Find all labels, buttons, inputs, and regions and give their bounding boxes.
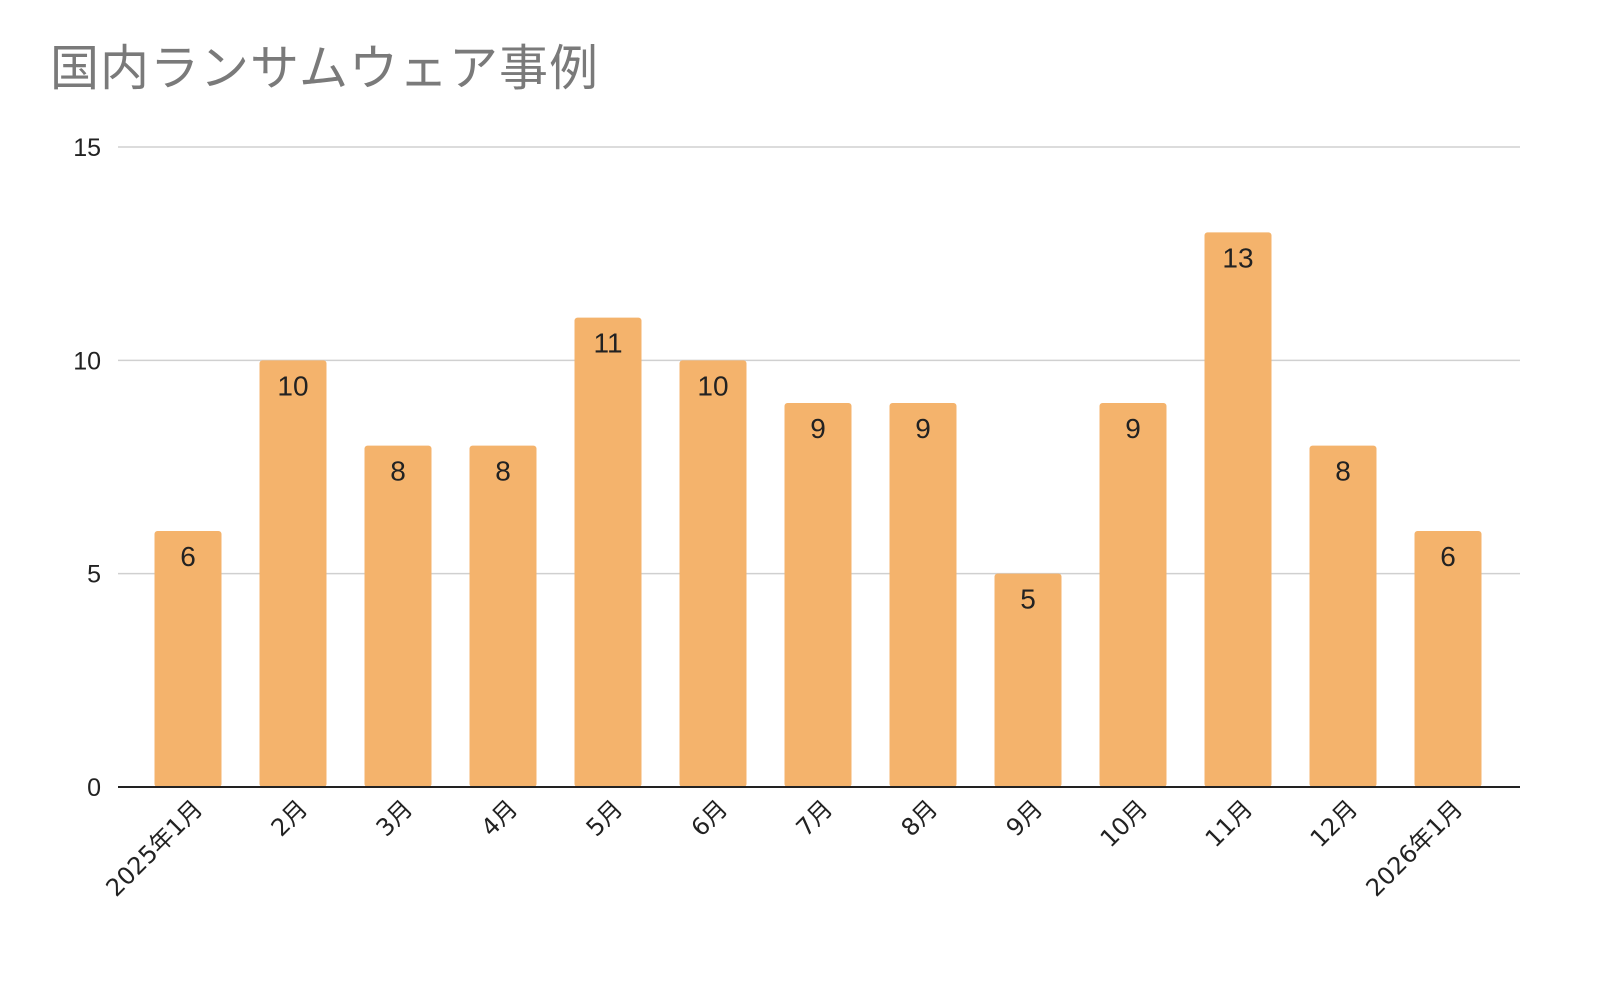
x-tick-label-3: 3月 (371, 794, 419, 842)
bar-12 (1309, 445, 1377, 787)
data-label-7: 9 (810, 413, 826, 444)
x-tick-label-7: 7月 (791, 794, 839, 842)
data-label-10: 9 (1125, 413, 1141, 444)
x-tick-label-2: 2月 (266, 794, 314, 842)
bar-3 (364, 445, 432, 787)
data-label-11: 13 (1222, 242, 1253, 273)
y-tick-label-0: 0 (87, 774, 101, 802)
x-tick-label-10: 10月 (1095, 794, 1153, 852)
bar-5 (574, 317, 642, 787)
chart-title: 国内ランサムウェア事例 (50, 40, 600, 97)
bar-10 (1099, 403, 1167, 787)
data-label-1: 6 (180, 541, 196, 572)
data-label-2: 10 (277, 370, 308, 401)
bar-2 (259, 360, 327, 787)
x-tick-label-6: 6月 (686, 794, 734, 842)
x-tick-label-4: 4月 (476, 794, 524, 842)
x-tick-label-5: 5月 (581, 794, 629, 842)
data-label-12: 8 (1335, 456, 1351, 487)
bars (154, 232, 1482, 788)
bar-9 (994, 573, 1062, 787)
bar-4 (469, 445, 537, 787)
y-tick-label-5: 5 (87, 561, 101, 589)
data-label-13: 6 (1440, 541, 1456, 572)
bar-13 (1414, 531, 1482, 787)
data-label-4: 8 (495, 456, 511, 487)
bar-7 (784, 403, 852, 787)
data-label-6: 10 (697, 370, 728, 401)
bar-6 (679, 360, 747, 787)
x-tick-label-13: 2026年1月 (1361, 794, 1469, 902)
y-tick-label-15: 15 (73, 134, 101, 162)
data-label-8: 9 (915, 413, 931, 444)
bar-8 (889, 403, 957, 787)
data-label-3: 8 (390, 456, 406, 487)
y-tick-label-10: 10 (73, 347, 101, 375)
data-label-5: 11 (593, 328, 622, 359)
x-tick-label-8: 8月 (896, 794, 944, 842)
x-tick-label-12: 12月 (1305, 794, 1363, 852)
x-tick-label-9: 9月 (1001, 794, 1049, 842)
data-label-9: 5 (1020, 584, 1036, 615)
x-tick-label-1: 2025年1月 (101, 794, 209, 902)
bar-11 (1204, 232, 1272, 788)
bar-1 (154, 531, 222, 787)
x-tick-label-11: 11月 (1200, 794, 1258, 852)
